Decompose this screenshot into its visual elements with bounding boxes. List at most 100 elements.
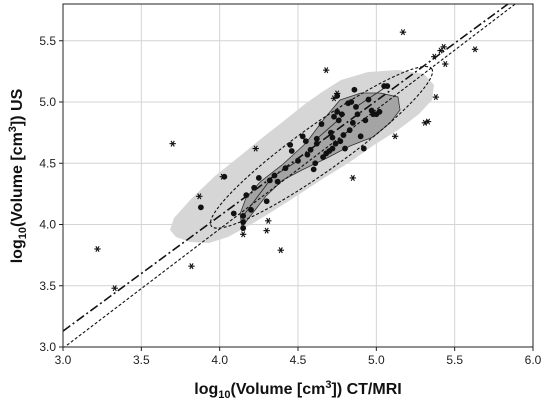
data-point	[288, 148, 295, 154]
outlier-point	[437, 47, 444, 54]
data-point	[307, 146, 314, 153]
data-point	[248, 206, 254, 213]
data-point	[287, 141, 294, 148]
y-axis-title: log10(Volume [cm3]) US	[7, 88, 29, 263]
x-tick-label: 3.0	[55, 353, 72, 367]
x-axis-title: log10(Volume [cm3]) CT/MRI	[194, 379, 401, 401]
data-point	[340, 132, 347, 138]
data-point	[328, 129, 334, 136]
data-point	[282, 165, 289, 172]
y-axis-title-prefix: log	[9, 239, 26, 263]
data-point	[240, 213, 247, 219]
data-point	[271, 172, 278, 179]
data-point	[255, 175, 262, 181]
x-axis-title-middle: (Volume [cm	[231, 381, 326, 398]
data-point	[243, 192, 250, 199]
data-point	[274, 178, 281, 185]
x-tick-label: 6.0	[525, 353, 542, 367]
outlier-point	[111, 285, 118, 292]
data-point	[332, 140, 339, 147]
data-point	[313, 135, 320, 142]
x-tick-label: 5.0	[368, 353, 385, 367]
outlier-point	[277, 247, 284, 254]
outlier-point	[265, 217, 272, 224]
y-tick-label: 5.5	[39, 34, 56, 48]
y-tick-label: 5.0	[39, 95, 56, 109]
data-point	[295, 157, 301, 164]
outlier-point	[442, 60, 449, 68]
data-point	[349, 119, 356, 126]
y-tick-label: 3.0	[39, 340, 56, 354]
data-point	[348, 99, 355, 105]
data-point	[365, 96, 372, 103]
outlier-point	[263, 227, 270, 234]
data-point	[384, 83, 391, 89]
data-point	[335, 117, 342, 124]
data-point	[337, 138, 344, 145]
y-axis-title-subscript: 10	[17, 227, 29, 239]
data-points	[94, 29, 479, 292]
data-point	[240, 219, 247, 225]
data-point	[313, 140, 320, 147]
data-point	[351, 86, 358, 93]
data-point	[197, 204, 204, 211]
data-point	[362, 117, 369, 124]
axis-ticks: 3.0 3.5 4.0 4.5 5.0 5.5 6.0 3.0 3.5 4.0 4.5 5.0 5.5	[39, 34, 541, 367]
outlier-point	[94, 245, 101, 253]
y-axis-title-middle: (Volume [cm	[9, 132, 26, 227]
outlier-point	[169, 140, 176, 147]
data-point	[304, 151, 311, 158]
outlier-point	[252, 145, 259, 152]
dotted-identity-line	[63, 4, 517, 347]
outlier-point	[239, 231, 247, 238]
hull-segment	[242, 180, 271, 217]
data-point	[346, 127, 353, 134]
outlier-point	[424, 118, 432, 125]
outlier-point	[188, 263, 195, 270]
data-point	[334, 108, 341, 115]
x-tick-label: 3.5	[133, 353, 150, 367]
data-point	[310, 166, 317, 173]
outlier-point	[196, 193, 203, 200]
data-point	[334, 92, 341, 99]
data-point	[357, 133, 364, 140]
y-tick-label: 4.0	[39, 218, 56, 232]
y-tick-label: 3.5	[39, 279, 56, 293]
data-point	[329, 145, 336, 152]
data-point	[266, 177, 273, 184]
data-point	[240, 225, 247, 232]
grid	[62, 4, 534, 348]
inner-density-region	[239, 92, 401, 228]
x-tick-label: 5.5	[446, 353, 463, 367]
outlier-point	[399, 29, 407, 36]
data-point	[338, 111, 345, 118]
data-point	[331, 113, 337, 120]
data-point	[376, 108, 383, 115]
x-axis-title-subscript: 10	[218, 389, 230, 401]
data-point	[353, 104, 359, 110]
hull-segment	[355, 85, 388, 108]
data-point	[360, 145, 367, 152]
outlier-point	[440, 43, 447, 50]
outlier-point	[219, 173, 226, 180]
outlier-point	[330, 95, 338, 102]
data-point	[230, 210, 237, 217]
data-point	[342, 145, 348, 152]
y-tick-label: 4.5	[39, 156, 56, 170]
data-point	[302, 138, 309, 145]
data-point	[251, 184, 258, 191]
data-point	[354, 111, 361, 118]
outlier-point	[432, 94, 440, 101]
x-axis-title-prefix: log	[194, 381, 218, 398]
x-tick-label: 4.5	[290, 353, 307, 367]
data-point	[329, 134, 336, 141]
outlier-point	[323, 67, 330, 74]
data-point	[312, 160, 319, 167]
outlier-point	[471, 46, 479, 53]
confidence-ellipse	[209, 65, 434, 229]
outlier-point	[349, 174, 357, 181]
outlier-point	[391, 133, 399, 140]
x-axis-title-superscript: 3	[325, 379, 331, 391]
y-axis-title-superscript: 3	[7, 126, 19, 132]
data-point	[299, 133, 306, 140]
